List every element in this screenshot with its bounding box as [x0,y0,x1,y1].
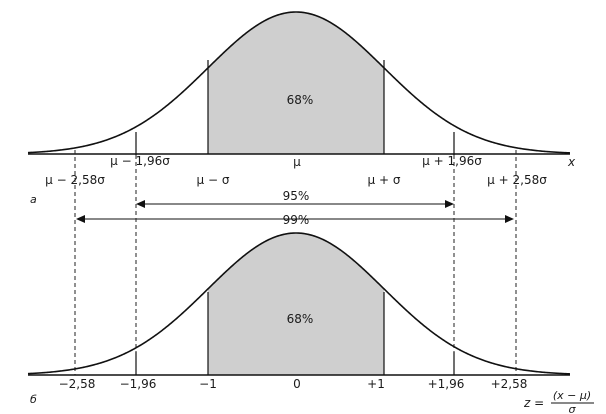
arrowhead-99-right [505,215,514,223]
tick-label-minus-1: −1 [199,377,217,391]
panel-b-normal-curve [27,232,571,375]
panel-b-68-percent: 68% [287,312,314,326]
panel-a-x-axis-label: x [567,155,576,169]
z-formula-denominator: σ [569,403,577,414]
arrowhead-95-right [445,200,454,208]
tick-label-minus-2-58: −2,58 [59,377,96,391]
panel-a-normal-curve [27,11,571,154]
label-mu-minus-sigma: μ − σ [197,173,230,187]
tick-label-plus-1-96: +1,96 [428,377,465,391]
label-99-percent: 99% [283,213,310,227]
label-95-percent: 95% [283,189,310,203]
z-formula-numerator: (x − μ) [553,389,591,402]
label-mu-minus-1-96-sigma: μ − 1,96σ [110,154,170,168]
label-mu: μ [293,155,301,169]
label-mu-plus-2-58-sigma: μ + 2,58σ [487,173,547,187]
panel-b-letter: б [30,393,37,406]
tick-label-plus-2-58: +2,58 [491,377,528,391]
z-formula: z = (x − μ) σ [523,389,594,414]
panel-a-68-shaded-area [208,12,384,154]
panel-a-68-percent: 68% [287,93,314,107]
arrowhead-95-left [136,200,145,208]
interval-arrows: 95% 99% [76,189,514,227]
panel-b-68-shaded-area [208,233,384,375]
tick-label-zero: 0 [293,377,301,391]
tick-label-plus-1: +1 [367,377,385,391]
z-formula-lhs: z = [523,396,544,410]
arrowhead-99-left [76,215,85,223]
panel-a: x 68% μ μ − σ μ + σ μ − 1,96σ μ + 1,96σ … [27,11,576,206]
guide-lines [74,132,517,375]
label-mu-plus-sigma: μ + σ [368,173,401,187]
label-mu-plus-1-96-sigma: μ + 1,96σ [422,154,482,168]
panel-a-letter: а [30,193,37,206]
tick-label-minus-1-96: −1,96 [120,377,157,391]
panel-b: 68% −2,58 −1,96 −1 0 +1 +1,96 +2,58 б z … [27,232,594,414]
